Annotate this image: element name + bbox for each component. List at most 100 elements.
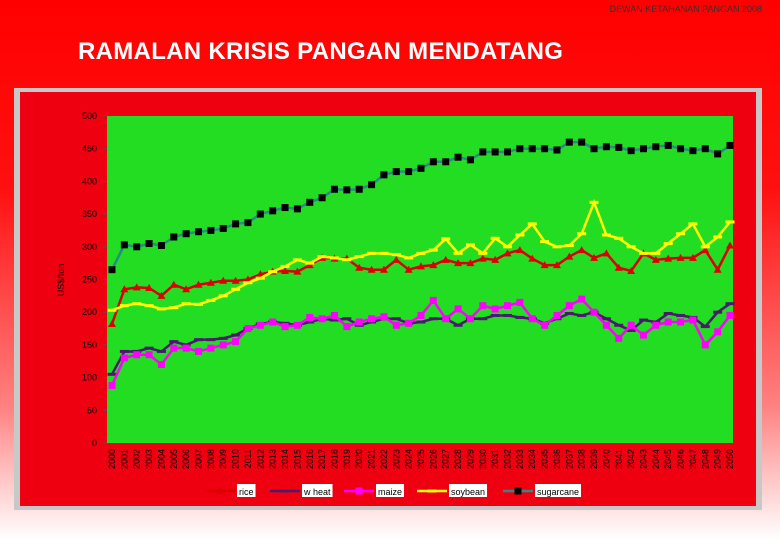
data-point <box>343 186 351 194</box>
data-point <box>639 331 647 339</box>
data-point <box>244 325 252 333</box>
data-point <box>564 243 574 247</box>
data-point <box>602 249 611 257</box>
x-tick-label: 2009 <box>218 449 228 469</box>
data-point <box>528 145 536 153</box>
data-point <box>602 143 610 151</box>
data-point <box>380 313 388 321</box>
data-point <box>503 313 513 317</box>
data-point <box>565 252 574 260</box>
legend-marker <box>427 489 437 493</box>
data-point <box>516 145 524 153</box>
data-point <box>391 317 401 321</box>
data-point <box>256 210 264 218</box>
x-tick-label: 2031 <box>490 449 500 469</box>
data-point <box>157 291 166 299</box>
data-point <box>231 333 241 337</box>
data-point <box>688 253 697 261</box>
y-tick-label: 500 <box>82 111 97 121</box>
y-tick-label: 450 <box>82 144 97 154</box>
data-point <box>713 235 723 239</box>
data-point <box>219 224 227 232</box>
data-point <box>614 236 624 240</box>
data-point <box>466 259 475 267</box>
x-tick-label: 2013 <box>268 449 278 469</box>
data-point <box>651 255 660 263</box>
data-point <box>181 302 191 306</box>
data-point <box>368 181 376 189</box>
y-tick-label: 400 <box>82 176 97 186</box>
data-point <box>478 251 488 255</box>
data-point <box>503 249 512 257</box>
x-tick-label: 2017 <box>317 449 327 469</box>
data-point <box>454 259 463 267</box>
data-point <box>578 138 586 146</box>
data-point <box>553 146 561 154</box>
data-point <box>182 230 190 238</box>
x-tick-label: 2049 <box>713 449 723 469</box>
data-point <box>392 321 400 329</box>
y-tick-label: 250 <box>82 275 97 285</box>
data-point <box>552 261 561 269</box>
data-point <box>540 240 550 244</box>
data-point <box>491 148 499 156</box>
data-point <box>713 265 722 273</box>
data-point <box>269 207 277 215</box>
data-point <box>663 242 673 246</box>
data-point <box>627 266 636 274</box>
data-point <box>590 308 598 316</box>
x-tick-label: 2001 <box>119 449 129 469</box>
data-point <box>688 222 698 226</box>
data-point <box>194 302 204 306</box>
data-point <box>207 226 215 234</box>
data-point <box>156 307 166 311</box>
data-point <box>133 243 141 251</box>
x-tick-label: 2034 <box>527 449 537 469</box>
data-point <box>725 220 735 224</box>
data-point <box>725 302 735 306</box>
x-tick-label: 2027 <box>441 449 451 469</box>
data-point <box>416 251 426 255</box>
data-point <box>392 255 401 263</box>
data-point <box>664 141 672 149</box>
data-point <box>318 194 326 202</box>
data-point <box>206 338 216 342</box>
x-tick-label: 2035 <box>540 449 550 469</box>
data-point <box>491 305 499 313</box>
data-point <box>540 261 549 269</box>
data-point <box>565 138 573 146</box>
data-point <box>169 340 179 344</box>
x-tick-label: 2029 <box>465 449 475 469</box>
data-point <box>479 148 487 156</box>
data-point <box>120 241 128 249</box>
data-point <box>428 248 438 252</box>
data-point <box>107 372 117 376</box>
x-tick-label: 2000 <box>107 449 117 469</box>
legend-label: soybean <box>451 487 485 497</box>
x-tick-label: 2024 <box>404 449 414 469</box>
data-point <box>133 351 141 359</box>
data-point <box>466 315 474 323</box>
x-tick-label: 2011 <box>243 449 253 468</box>
data-point <box>269 318 277 326</box>
data-point <box>342 317 352 321</box>
data-point <box>627 147 635 155</box>
data-point <box>428 317 438 321</box>
data-point <box>255 276 265 280</box>
data-point <box>453 251 463 255</box>
data-point <box>639 145 647 153</box>
data-point <box>392 168 400 176</box>
data-point <box>701 246 710 254</box>
data-point <box>466 156 474 164</box>
data-point <box>256 321 264 329</box>
x-tick-label: 2023 <box>391 449 401 469</box>
x-tick-label: 2043 <box>638 449 648 469</box>
data-point <box>306 198 314 206</box>
data-point <box>157 361 165 369</box>
data-point <box>132 302 142 306</box>
x-tick-label: 2045 <box>663 449 673 469</box>
data-point <box>700 325 710 329</box>
data-point <box>442 158 450 166</box>
data-point <box>677 318 685 326</box>
data-point <box>491 255 500 263</box>
